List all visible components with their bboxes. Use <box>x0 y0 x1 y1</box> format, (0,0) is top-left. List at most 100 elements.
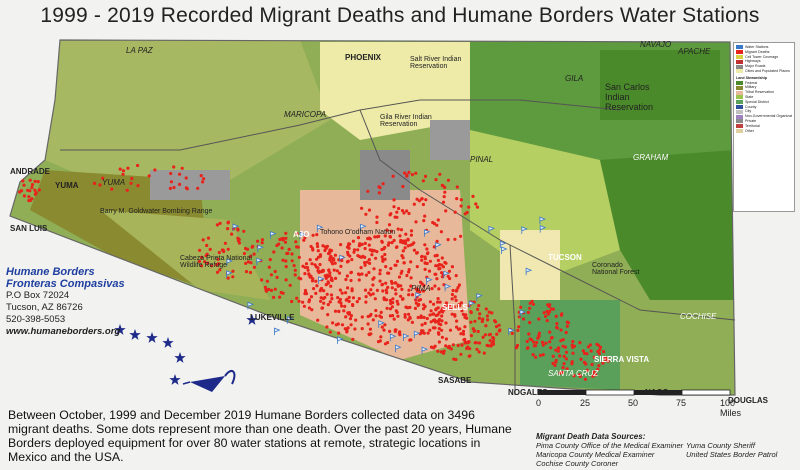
migrant-death-dot <box>459 234 463 238</box>
migrant-death-dot <box>450 265 454 269</box>
water-station-flag-icon <box>316 224 324 233</box>
migrant-death-dot <box>267 265 271 269</box>
migrant-death-dot <box>292 264 296 268</box>
migrant-death-dot <box>453 314 457 318</box>
migrant-death-dot <box>565 324 569 328</box>
migrant-death-dot <box>206 236 211 240</box>
migrant-death-dot <box>402 211 406 215</box>
migrant-death-dot <box>467 340 471 344</box>
migrant-death-dot <box>461 329 466 333</box>
label-andrade: ANDRADE <box>10 167 50 176</box>
migrant-death-dot <box>260 238 264 242</box>
migrant-death-dot <box>364 300 368 304</box>
migrant-death-dot <box>532 344 536 348</box>
migrant-death-dot <box>307 306 311 310</box>
migrant-death-dot <box>411 242 415 246</box>
migrant-death-dot <box>548 330 552 334</box>
migrant-death-dot <box>337 309 341 313</box>
migrant-death-dot <box>487 310 491 314</box>
migrant-death-dot <box>371 283 375 287</box>
migrant-death-dot <box>455 325 459 329</box>
migrant-death-dot <box>581 349 585 353</box>
migrant-death-dot <box>422 219 426 223</box>
migrant-death-dot <box>340 258 344 263</box>
migrant-death-dot <box>386 285 390 289</box>
migrant-death-dot <box>399 284 403 288</box>
migrant-death-dot <box>315 257 319 261</box>
migrant-death-dot <box>377 185 381 189</box>
migrant-death-dot <box>434 272 438 276</box>
star-icon <box>169 374 181 385</box>
migrant-death-dot <box>488 339 492 343</box>
migrant-death-dot <box>252 265 256 269</box>
migrant-death-dot <box>269 288 274 292</box>
migrant-death-dot <box>284 231 288 235</box>
migrant-death-dot <box>357 278 361 282</box>
migrant-death-dot <box>410 320 414 324</box>
migrant-death-dot <box>434 264 438 268</box>
migrant-death-dot <box>326 303 330 307</box>
migrant-death-dot <box>283 240 288 244</box>
migrant-death-dot <box>248 270 253 275</box>
migrant-death-dot <box>368 261 372 265</box>
migrant-death-dot <box>226 227 230 231</box>
migrant-death-dot <box>380 255 384 259</box>
migrant-death-dot <box>545 319 549 323</box>
migrant-death-dot <box>340 323 345 327</box>
migrant-death-dot <box>395 259 400 263</box>
migrant-death-dot <box>309 244 313 249</box>
migrant-death-dot <box>409 338 413 342</box>
migrant-death-dot <box>606 357 610 361</box>
migrant-death-dot <box>551 354 555 358</box>
migrant-death-dot <box>360 272 364 276</box>
migrant-death-dot <box>360 315 364 319</box>
migrant-death-dot <box>328 330 332 334</box>
migrant-death-dot <box>370 253 374 257</box>
migrant-death-dot <box>562 354 566 358</box>
migrant-death-dot <box>432 302 436 306</box>
migrant-death-dot <box>349 278 353 283</box>
migrant-death-dot <box>36 180 40 184</box>
legend-land-item: County <box>736 105 792 110</box>
migrant-death-dot <box>484 324 488 328</box>
migrant-death-dot <box>130 176 134 181</box>
migrant-death-dot <box>310 262 314 266</box>
migrant-death-dot <box>366 314 370 319</box>
source-maricopa: Maricopa County Medical Examiner <box>536 450 655 459</box>
migrant-death-dot <box>453 295 457 299</box>
migrant-death-dot <box>349 323 353 327</box>
migrant-death-dot <box>366 322 370 326</box>
migrant-death-dot <box>421 179 425 183</box>
legend-item: Cities and Populated Places <box>736 69 792 74</box>
legend-land-label: Other <box>745 128 754 133</box>
migrant-death-dot <box>438 172 442 176</box>
migrant-death-dot <box>363 261 367 265</box>
migrant-death-dot <box>196 186 200 190</box>
migrant-death-dot <box>537 334 541 338</box>
migrant-death-dot <box>414 171 418 175</box>
org-website-link[interactable]: www.humaneborders.org <box>6 326 121 337</box>
migrant-death-dot <box>118 167 122 171</box>
label-salt-river: Salt River Indian Reservation <box>410 56 462 70</box>
migrant-death-dot <box>346 326 350 330</box>
migrant-death-dot <box>455 319 459 323</box>
migrant-death-dot <box>477 350 481 354</box>
migrant-death-dot <box>337 271 342 275</box>
migrant-death-dot <box>284 265 288 269</box>
migrant-death-dot <box>521 317 526 321</box>
star-icon <box>174 352 186 363</box>
migrant-death-dot <box>422 315 426 320</box>
migrant-death-dot <box>318 262 322 267</box>
migrant-death-dot <box>329 249 334 253</box>
migrant-death-dot <box>326 313 330 317</box>
legend-land-item: Territorial <box>736 124 792 129</box>
migrant-death-dot <box>384 265 388 269</box>
migrant-death-dot <box>347 243 351 247</box>
migrant-death-dot <box>242 229 246 233</box>
water-station-flag-icon <box>413 330 421 339</box>
migrant-death-dot <box>443 304 447 308</box>
migrant-death-dot <box>570 360 574 364</box>
migrant-death-dot <box>309 295 314 299</box>
migrant-death-dot <box>390 241 394 245</box>
migrant-death-dot <box>98 183 102 187</box>
